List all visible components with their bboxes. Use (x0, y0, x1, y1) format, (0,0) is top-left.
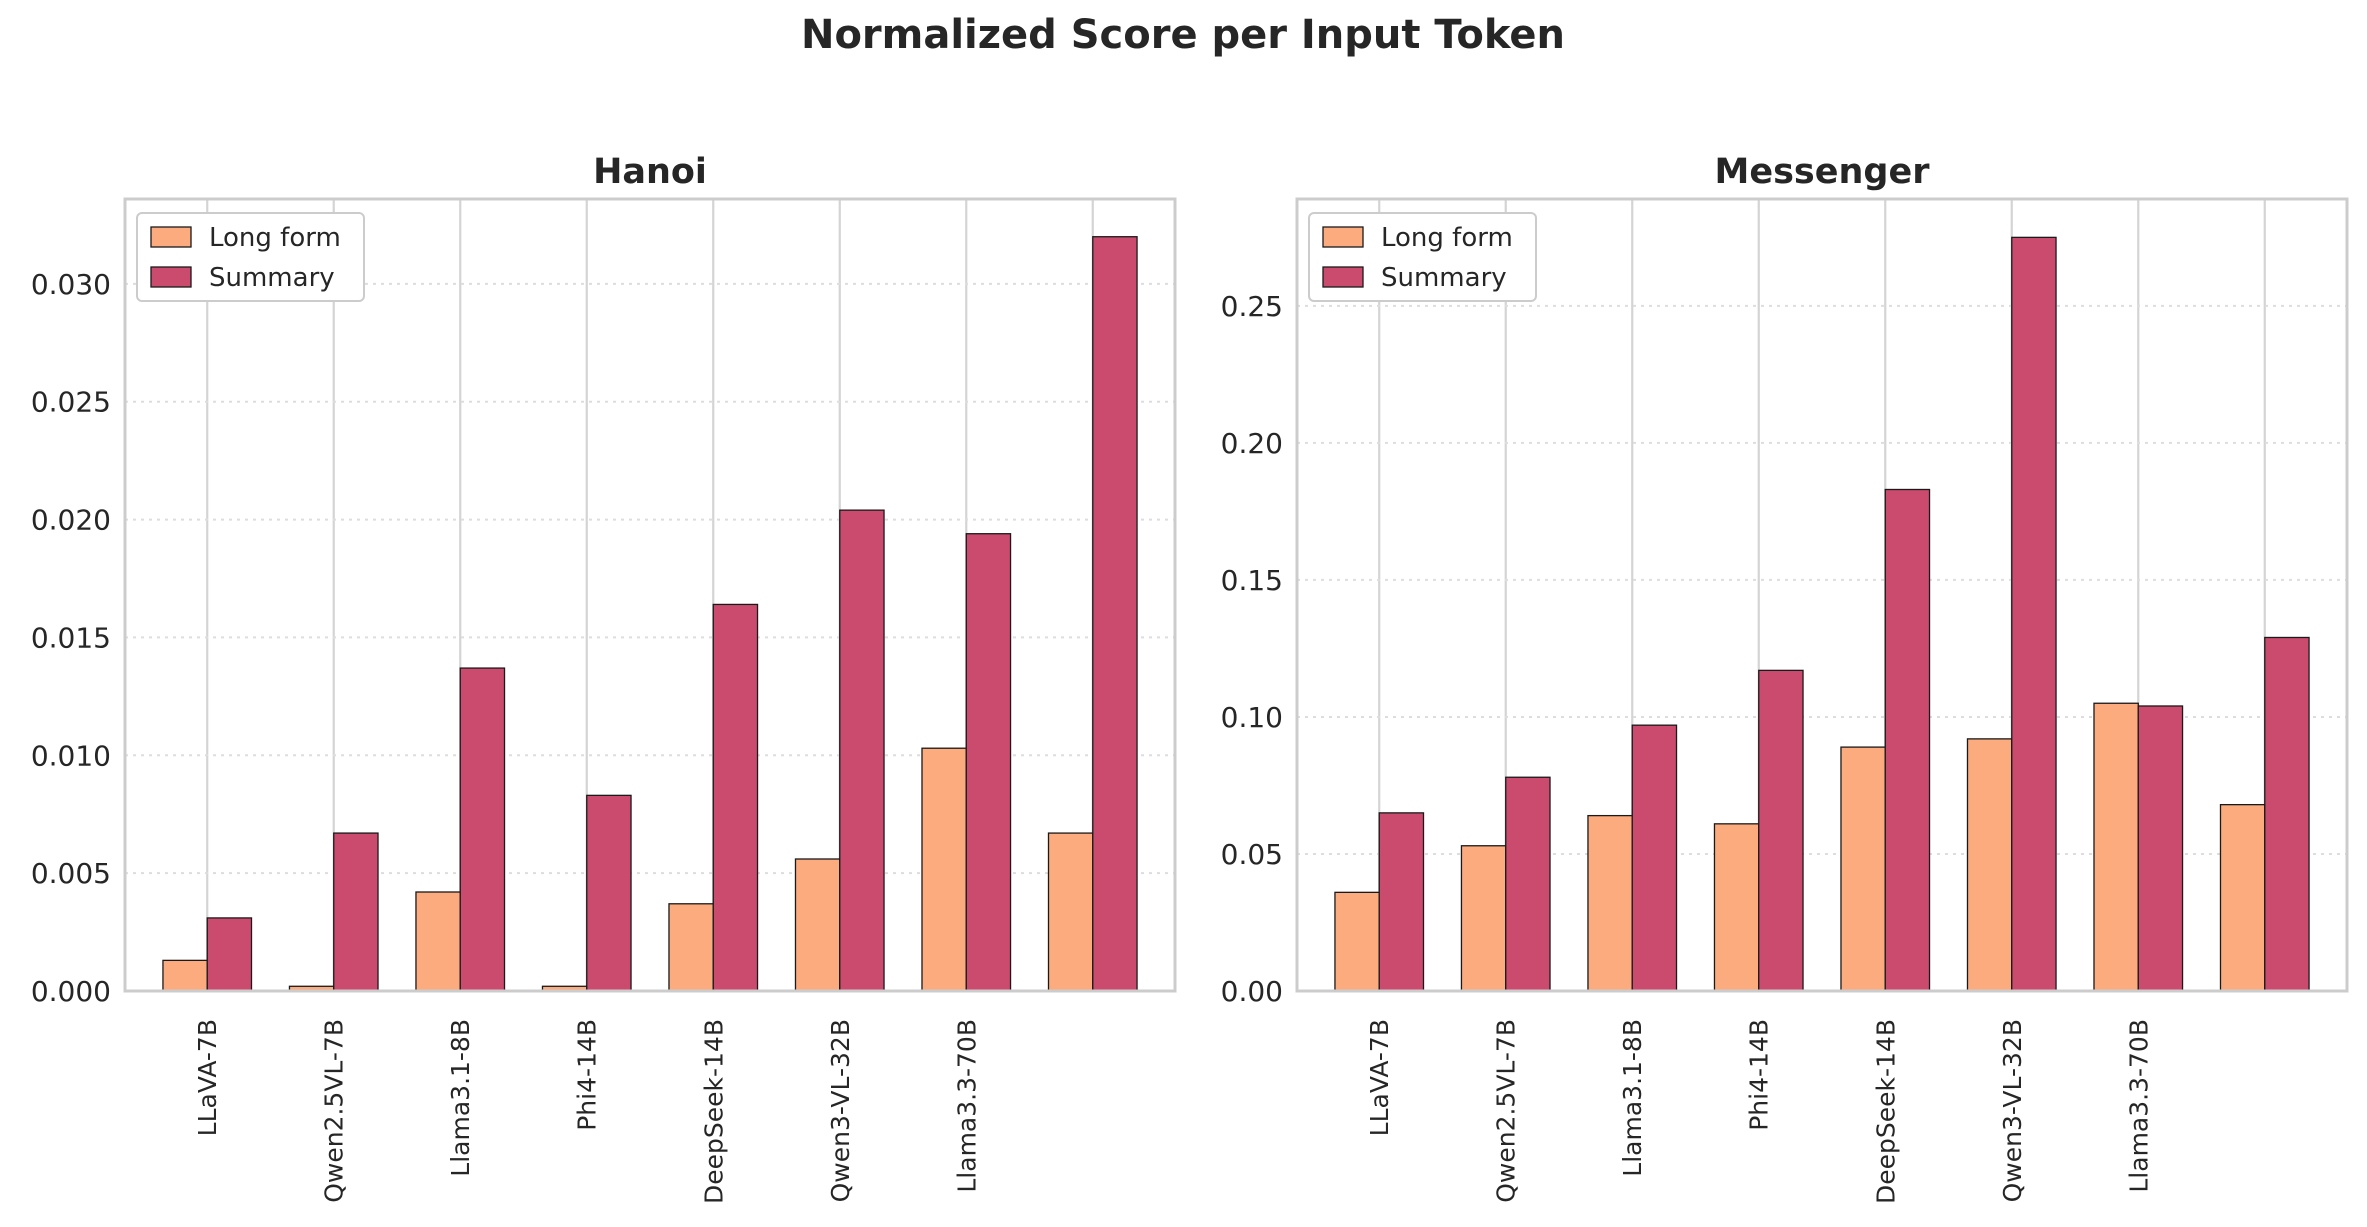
x-tick-label: Qwen3-VL-32B (1998, 1019, 2027, 1202)
y-tick-label: 0.030 (31, 268, 111, 301)
bar-summary-llava-7b (1378, 812, 1425, 992)
bar-summary-qwen2-5vl-7b (1505, 776, 1551, 992)
legend-label-long-form: Long form (209, 223, 341, 253)
y-tick-label: 0.025 (31, 386, 111, 419)
x-tick-label: Qwen2.5VL-7B (320, 1019, 349, 1203)
bar-long-form-phi4-14b (1713, 823, 1760, 992)
bar-summary-unlabeled (2264, 636, 2310, 992)
bar-long-form-unlabeled (2219, 803, 2266, 992)
legend-label-summary: Summary (209, 263, 335, 293)
bar-long-form-deepseek-14b (1840, 746, 1886, 992)
bar-long-form-qwen2-5vl-7b (1460, 845, 1507, 992)
messenger-chart-panel: 0.00 0.05 0.10 0.15 0.20 0.25 LLaVA-7B Qwen2.5V… (1221, 152, 2349, 1204)
bar-long-form-llava-7b (1334, 891, 1380, 992)
x-tick-label: DeepSeek-14B (699, 1019, 728, 1204)
y-tick-label: 0.000 (31, 975, 111, 1008)
legend-box (1308, 212, 1537, 302)
bar-long-form-deepseek-14b (668, 903, 714, 992)
x-tick-label: Llama3.1-8B (446, 1019, 475, 1177)
bar-long-form-qwen3-vl-32b (794, 858, 841, 992)
bar-long-form-qwen3-vl-32b (1966, 738, 2013, 992)
plot-frame (1295, 197, 2349, 993)
y-tick-label: 0.20 (1221, 427, 1283, 460)
bar-long-form-llama3-1-8b (1587, 814, 1633, 992)
y-tick-label: 0.15 (1221, 564, 1283, 597)
y-tick-label: 0.25 (1221, 290, 1283, 323)
x-tick-label: Llama3.1-8B (1618, 1019, 1647, 1177)
panel-title: Messenger (1715, 152, 1931, 192)
y-tick-label: 0.010 (31, 739, 111, 772)
bar-summary-llama3-1-8b (1631, 724, 1678, 992)
bar-summary-llama3-1-8b (459, 667, 506, 992)
x-tick-label: Llama3.3-70B (952, 1019, 981, 1193)
bar-summary-qwen2-5vl-7b (333, 832, 379, 992)
x-tick-label: LLaVA-7B (193, 1019, 222, 1136)
legend-swatch-long-form (1322, 226, 1364, 248)
y-tick-label: 0.015 (31, 621, 111, 654)
x-tick-label: Qwen3-VL-32B (826, 1019, 855, 1202)
bar-summary-qwen3-vl-32b (2011, 236, 2057, 992)
y-tick-label: 0.005 (31, 857, 111, 890)
bar-summary-qwen3-vl-32b (839, 509, 885, 992)
bar-summary-llava-7b (206, 917, 253, 992)
plot-frame (123, 197, 1177, 993)
bar-long-form-llama3-3-70b (921, 747, 967, 992)
bar-summary-llama3-3-70b (965, 533, 1012, 992)
figure-title: Normalized Score per Input Token (801, 12, 1565, 58)
legend-box (136, 212, 365, 302)
y-tick-label: 0.020 (31, 504, 111, 537)
x-tick-label: Phi4-14B (573, 1019, 602, 1131)
legend-label-summary: Summary (1381, 263, 1507, 293)
bar-long-form-llama3-3-70b (2093, 702, 2139, 992)
legend: Long form Summary (1308, 212, 1537, 302)
x-tick-label: Llama3.3-70B (2124, 1019, 2153, 1193)
hanoi-chart-panel: 0.000 0.005 0.010 0.015 0.020 0.025 0.030 LLaVA… (31, 152, 1177, 1204)
y-tick-label: 0.00 (1221, 975, 1283, 1008)
bar-summary-phi4-14b (586, 794, 632, 992)
x-tick-label: DeepSeek-14B (1871, 1019, 1900, 1204)
bar-long-form-llama3-1-8b (415, 891, 461, 992)
panel-title: Hanoi (593, 152, 707, 192)
legend: Long form Summary (136, 212, 365, 302)
legend-swatch-summary (1322, 266, 1364, 288)
legend-swatch-summary (150, 266, 192, 288)
y-tick-label: 0.05 (1221, 838, 1283, 871)
bar-summary-deepseek-14b (712, 603, 759, 992)
x-tick-label: LLaVA-7B (1365, 1019, 1394, 1136)
bar-long-form-llava-7b (162, 959, 208, 992)
bar-long-form-unlabeled (1047, 832, 1094, 992)
legend-label-long-form: Long form (1381, 223, 1513, 253)
x-tick-label: Phi4-14B (1745, 1019, 1774, 1131)
bar-summary-deepseek-14b (1884, 488, 1931, 992)
legend-swatch-long-form (150, 226, 192, 248)
y-tick-label: 0.10 (1221, 701, 1283, 734)
bar-summary-llama3-3-70b (2137, 705, 2184, 992)
x-tick-label: Qwen2.5VL-7B (1492, 1019, 1521, 1203)
bar-summary-unlabeled (1092, 236, 1138, 992)
bar-summary-phi4-14b (1758, 669, 1804, 992)
